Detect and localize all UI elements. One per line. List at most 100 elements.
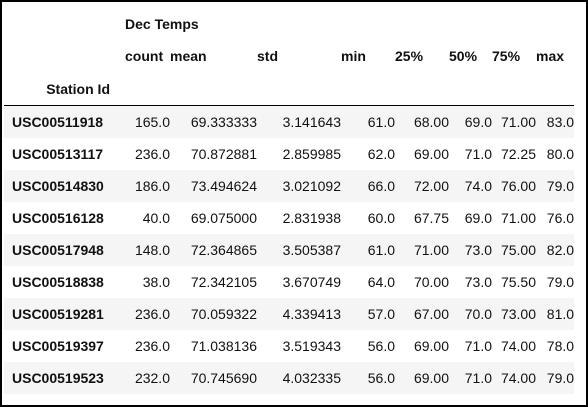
table-row: USC00513117 236.0 70.872881 2.859985 62.0 69.… (4, 137, 575, 170)
table-row: USC00519397 236.0 71.038136 3.519343 56.0 69.… (4, 329, 575, 362)
cell-std: 4.032335 (282, 369, 341, 386)
cell-std: 3.021092 (282, 177, 341, 194)
cell-max: 83.0 (546, 113, 575, 130)
cell-25pct: 69.00 (413, 337, 449, 354)
empty-header-cell (257, 72, 341, 106)
station-id-cell: USC00511918 (12, 113, 104, 130)
group-header: Dec Temps (125, 16, 199, 32)
cell-mean: 69.333333 (190, 113, 257, 130)
cell-25pct: 69.00 (413, 145, 449, 162)
cell-50pct: 73.0 (464, 241, 492, 258)
cell-count: 165.0 (134, 113, 170, 130)
cell-50pct: 73.0 (464, 273, 492, 290)
station-id-cell: USC00519523 (12, 369, 104, 386)
column-header-max: max (536, 48, 565, 64)
cell-mean: 71.038136 (190, 337, 257, 354)
cell-mean: 70.059322 (190, 305, 257, 322)
cell-50pct: 70.0 (464, 305, 492, 322)
column-header-count: count (125, 48, 164, 64)
station-id-cell: USC00513117 (12, 145, 104, 162)
table-row: USC00518838 38.0 72.342105 3.670749 64.0 70.0… (4, 265, 575, 298)
station-id-cell: USC00518838 (12, 273, 104, 290)
cell-max: 76.0 (546, 209, 575, 226)
cell-50pct: 69.0 (464, 209, 492, 226)
cell-mean: 69.075000 (190, 209, 257, 226)
station-id-cell: USC00514830 (12, 177, 104, 194)
cell-min: 64.0 (367, 273, 395, 290)
cell-min: 56.0 (367, 369, 395, 386)
cell-75pct: 71.00 (500, 113, 536, 130)
table-row: USC00511918 165.0 69.333333 3.141643 61.0 68.… (4, 105, 575, 138)
cell-25pct: 67.00 (413, 305, 449, 322)
empty-header-cell (170, 72, 257, 106)
cell-50pct: 69.0 (464, 113, 492, 130)
cell-min: 62.0 (367, 145, 395, 162)
cell-max: 82.0 (546, 241, 575, 258)
empty-header-cell (395, 72, 449, 106)
column-header-25pct: 25% (395, 48, 424, 64)
cell-max: 79.0 (546, 273, 575, 290)
corner-cell (4, 8, 122, 40)
table-row: USC00517948 148.0 72.364865 3.505387 61.0 71.… (4, 233, 575, 266)
cell-max: 78.0 (546, 337, 575, 354)
cell-std: 2.831938 (282, 209, 341, 226)
empty-header-cell (449, 72, 492, 106)
table-row: USC00519281 236.0 70.059322 4.339413 57.0 67.… (4, 297, 575, 330)
cell-min: 56.0 (367, 337, 395, 354)
cell-mean: 70.745690 (190, 369, 257, 386)
cell-std: 3.505387 (282, 241, 341, 258)
corner-cell (4, 40, 122, 72)
cell-min: 61.0 (367, 113, 395, 130)
cell-std: 2.859985 (282, 145, 341, 162)
cell-50pct: 71.0 (464, 337, 492, 354)
column-header-row: count mean std min 25% 50% 75% max (4, 40, 574, 72)
cell-count: 148.0 (134, 241, 170, 258)
empty-header-cell (492, 72, 536, 106)
cell-count: 40.0 (142, 209, 170, 226)
cell-count: 236.0 (134, 145, 170, 162)
cell-std: 3.670749 (282, 273, 341, 290)
stats-table: Dec Temps count mean std min 25% 50% 75%… (4, 8, 575, 394)
cell-mean: 72.342105 (190, 273, 257, 290)
cell-mean: 72.364865 (190, 241, 257, 258)
cell-75pct: 75.00 (500, 241, 536, 258)
index-header-row: Station Id (4, 72, 575, 106)
cell-50pct: 74.0 (464, 177, 492, 194)
cell-count: 38.0 (142, 273, 170, 290)
column-header-min: min (341, 48, 366, 64)
cell-max: 80.0 (546, 145, 575, 162)
cell-25pct: 70.00 (413, 273, 449, 290)
table-body: USC00511918 165.0 69.333333 3.141643 61.0 68.… (4, 105, 575, 394)
column-header-mean: mean (170, 48, 207, 64)
station-id-cell: USC00516128 (12, 209, 104, 226)
cell-25pct: 68.00 (413, 113, 449, 130)
empty-header-cell (536, 72, 575, 106)
table-row: USC00519523 232.0 70.745690 4.032335 56.0 69.… (4, 361, 575, 394)
cell-50pct: 71.0 (464, 145, 492, 162)
cell-25pct: 67.75 (413, 209, 449, 226)
cell-count: 236.0 (134, 337, 170, 354)
table-row: USC00514830 186.0 73.494624 3.021092 66.0 72.… (4, 169, 575, 202)
cell-25pct: 69.00 (413, 369, 449, 386)
table-row: USC00516128 40.0 69.075000 2.831938 60.0 67.7… (4, 201, 575, 234)
cell-mean: 70.872881 (190, 145, 257, 162)
cell-min: 61.0 (367, 241, 395, 258)
group-header-row: Dec Temps (4, 8, 574, 40)
station-id-cell: USC00519281 (12, 305, 104, 322)
cell-75pct: 71.00 (500, 209, 536, 226)
station-id-cell: USC00519397 (12, 337, 104, 354)
empty-header-cell (341, 72, 395, 106)
cell-max: 79.0 (546, 177, 575, 194)
cell-count: 186.0 (134, 177, 170, 194)
cell-std: 3.519343 (282, 337, 341, 354)
cell-std: 3.141643 (282, 113, 341, 130)
column-header-std: std (257, 48, 278, 64)
cell-75pct: 75.50 (500, 273, 536, 290)
cell-max: 81.0 (546, 305, 575, 322)
station-id-cell: USC00517948 (12, 241, 104, 258)
cell-std: 4.339413 (282, 305, 341, 322)
cell-max: 79.0 (546, 369, 575, 386)
cell-min: 60.0 (367, 209, 395, 226)
index-name: Station Id (4, 72, 122, 106)
